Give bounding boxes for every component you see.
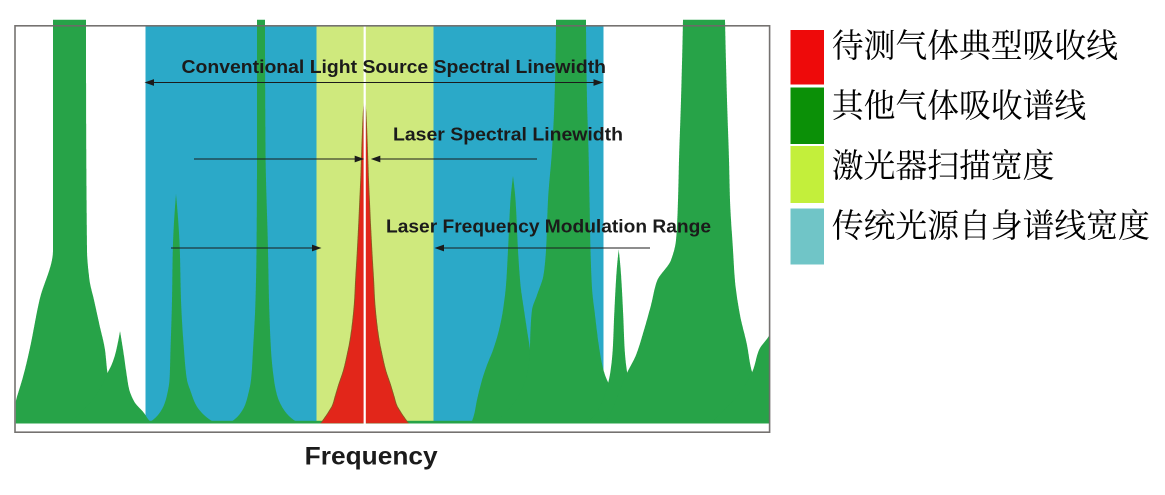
svg-text:Frequency: Frequency xyxy=(305,443,438,471)
svg-text:Laser Frequency Modulation Ran: Laser Frequency Modulation Range xyxy=(386,216,711,237)
svg-text:Conventional Light Source Spec: Conventional Light Source Spectral Linew… xyxy=(182,56,607,77)
svg-text:Laser Spectral Linewidth: Laser Spectral Linewidth xyxy=(393,124,623,145)
